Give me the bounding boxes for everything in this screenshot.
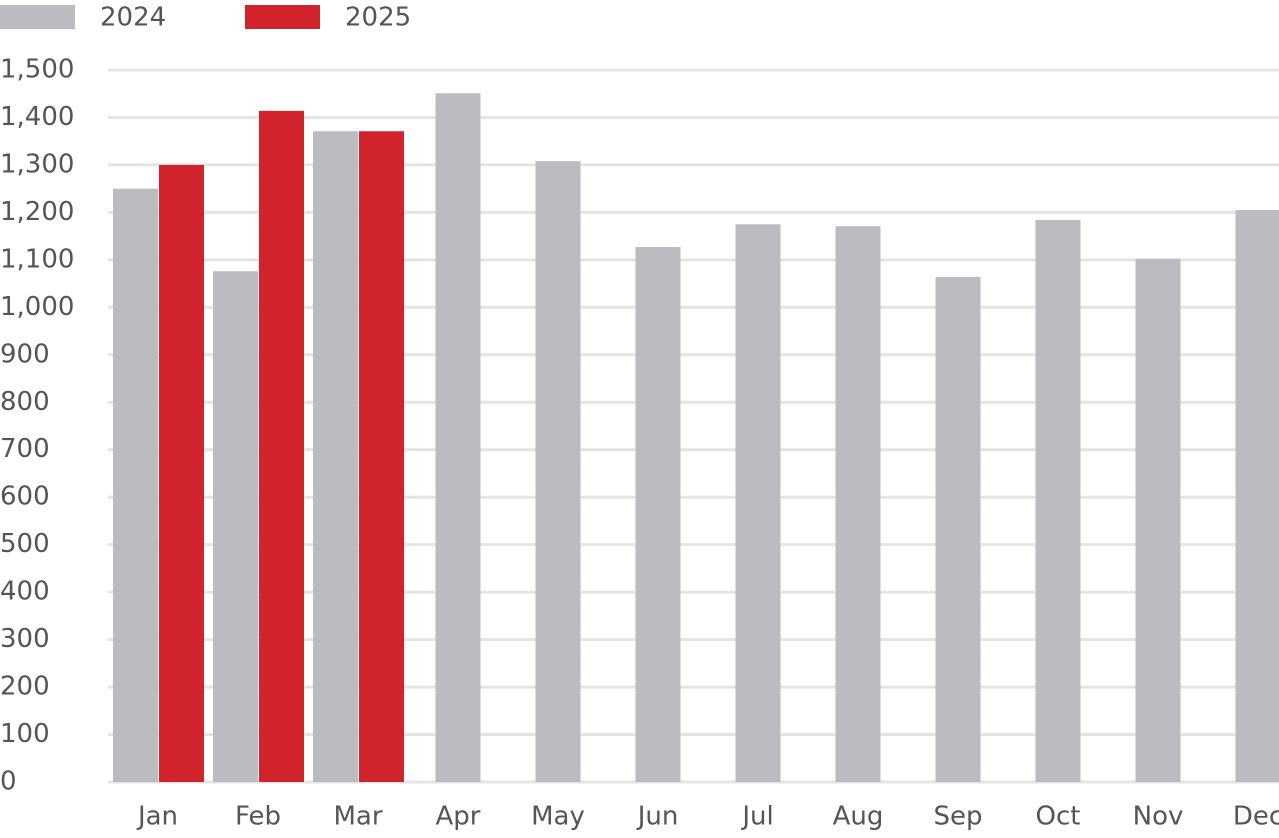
y-tick-label: 300 (0, 624, 50, 654)
legend-label: 2024 (100, 3, 166, 33)
x-tick-label: Feb (235, 802, 281, 832)
x-tick-label: Jan (136, 802, 178, 832)
bar (1235, 210, 1279, 782)
bar (313, 131, 358, 782)
x-tick-label: Dec (1233, 802, 1279, 832)
x-tick-label: Sep (933, 802, 982, 832)
x-tick-label: Aug (833, 802, 884, 832)
bar (259, 110, 304, 782)
bar (159, 164, 204, 782)
x-tick-label: Mar (333, 802, 382, 832)
y-tick-label: 0 (0, 767, 17, 797)
bar (435, 93, 481, 782)
y-tick-label: 500 (0, 529, 50, 559)
x-tick-label: Oct (1036, 802, 1081, 832)
bar (535, 161, 581, 783)
x-tick-label: Apr (436, 802, 481, 832)
y-tick-label: 900 (0, 339, 50, 369)
bar (635, 247, 681, 782)
y-tick-label: 800 (0, 387, 50, 417)
y-tick-label: 1,000 (0, 292, 74, 322)
bar (735, 224, 781, 782)
y-tick-label: 600 (0, 482, 50, 512)
bar (935, 276, 981, 782)
y-tick-label: 1,400 (0, 102, 74, 132)
legend-swatch (0, 5, 75, 29)
bar (1135, 258, 1181, 782)
y-tick-label: 100 (0, 719, 50, 749)
y-tick-label: 1,500 (0, 55, 74, 85)
y-tick-label: 700 (0, 434, 50, 464)
legend-label: 2025 (345, 3, 411, 33)
x-tick-label: Jun (636, 802, 679, 832)
y-tick-label: 400 (0, 577, 50, 607)
y-tick-label: 1,100 (0, 244, 74, 274)
legend-swatch (245, 5, 320, 29)
x-tick-label: Jul (740, 802, 773, 832)
y-tick-label: 1,300 (0, 149, 74, 179)
bar (1035, 219, 1081, 783)
x-tick-label: Nov (1133, 802, 1184, 832)
bar (835, 226, 881, 782)
bar (359, 131, 404, 782)
bar (213, 271, 258, 782)
y-tick-label: 1,200 (0, 197, 74, 227)
x-tick-label: May (531, 802, 585, 832)
y-tick-label: 200 (0, 672, 50, 702)
bar (113, 188, 158, 782)
